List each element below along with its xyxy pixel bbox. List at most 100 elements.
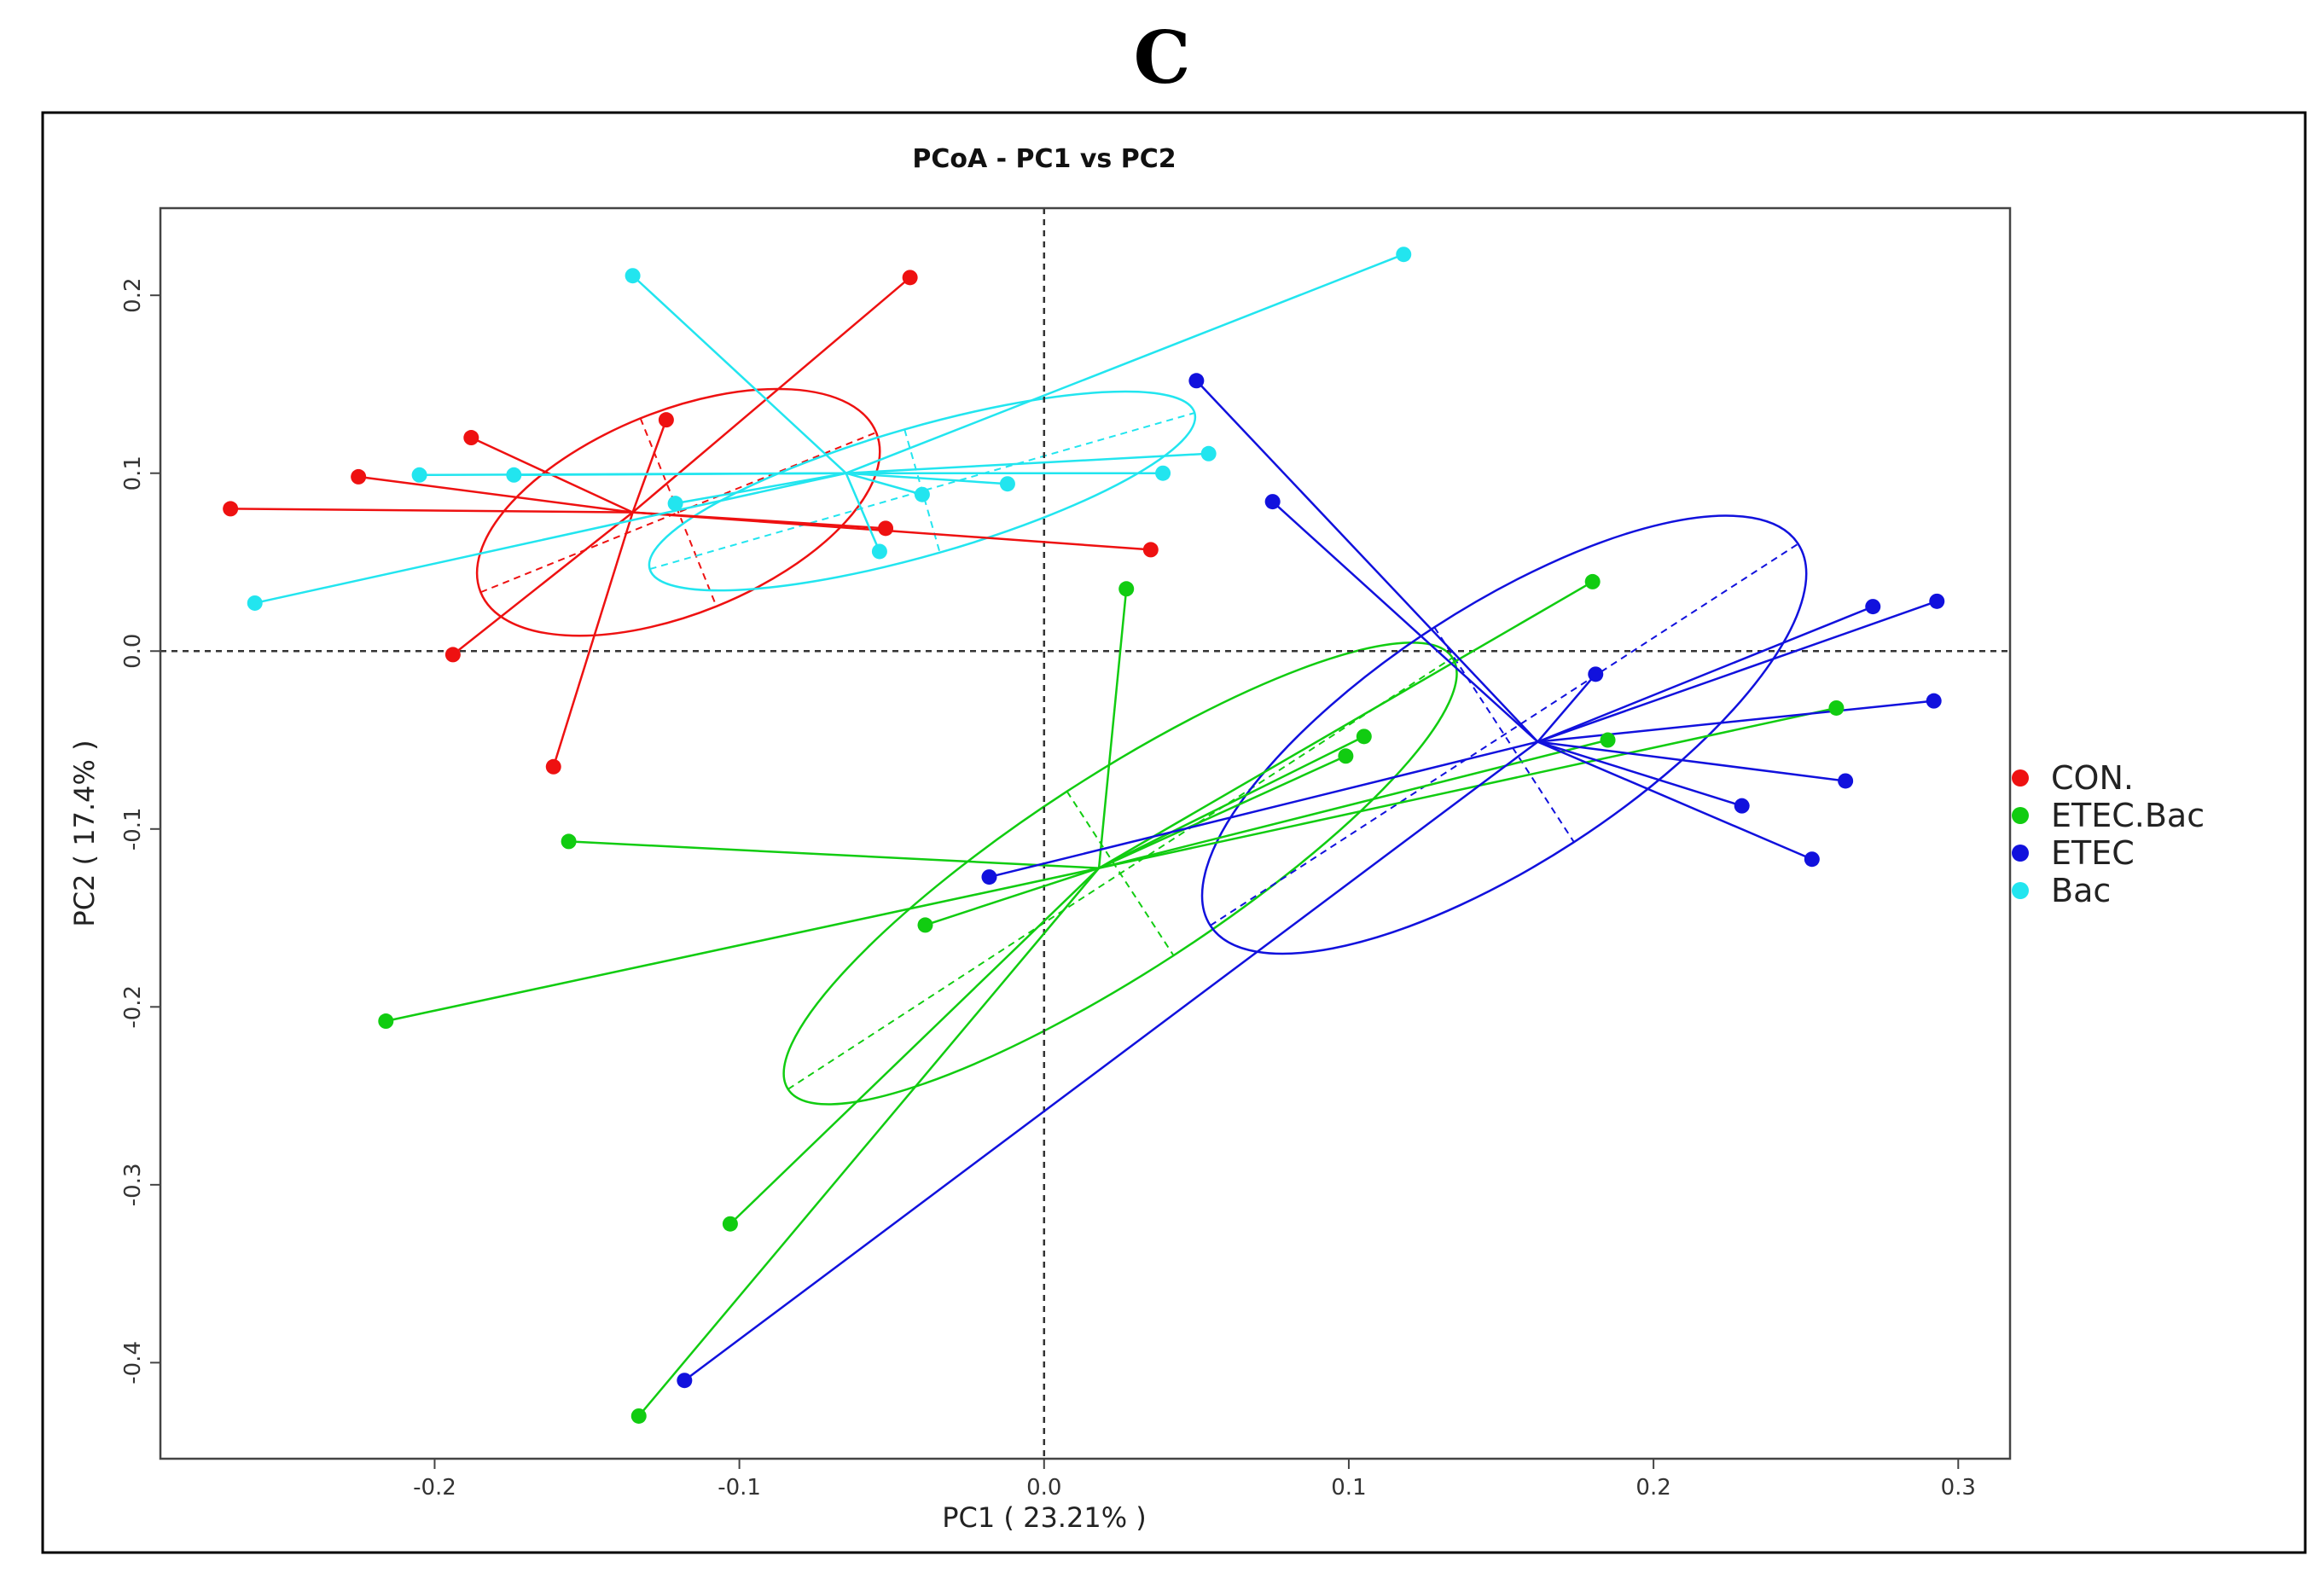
data-point-con: [223, 501, 239, 517]
data-point-etec: [1926, 693, 1942, 709]
x-tick-label: 0.3: [1941, 1475, 1976, 1501]
data-point-bac: [247, 595, 263, 611]
data-point-etec-bac: [1584, 573, 1601, 589]
points-layer: [223, 247, 1945, 1424]
data-point-bac: [1396, 247, 1412, 263]
data-point-bac: [667, 496, 683, 512]
data-point-bac: [411, 467, 427, 483]
y-tick-label: 0.1: [120, 456, 146, 491]
plot-area-frame: [159, 206, 2012, 1460]
data-point-bac: [1200, 445, 1217, 462]
spider-line-con: [357, 475, 633, 514]
spider-line-etec: [1537, 740, 1846, 782]
data-point-con: [545, 758, 561, 775]
spider-line-etec-bac: [1098, 735, 1365, 869]
x-tick-label: 0.2: [1636, 1475, 1670, 1501]
spider-line-bac: [845, 472, 923, 496]
spider-line-con: [452, 511, 634, 656]
ellipse-layer: [475, 387, 1808, 1106]
x-tick-label: -0.1: [718, 1475, 761, 1501]
spider-line-etec: [1537, 740, 1743, 807]
x-tick-label: 0.1: [1331, 1475, 1366, 1501]
y-axis-title: PC2 ( 17.4% ): [68, 740, 101, 926]
data-point-etec-bac: [561, 833, 577, 850]
data-point-con: [463, 430, 479, 446]
ellipse-minor-axis-con: [639, 418, 718, 607]
data-point-etec: [1929, 593, 1945, 609]
y-tick-label: -0.4: [120, 1341, 146, 1385]
data-point-bac: [506, 467, 522, 483]
data-point-etec-bac: [917, 917, 933, 933]
figure-frame: [41, 111, 2307, 1554]
x-axis: -0.2 -0.1 0.0 0.1 0.2 0.3: [413, 1459, 1976, 1501]
y-tick-label: -0.3: [120, 1163, 146, 1206]
panel-label: C: [1133, 15, 1191, 100]
data-point-etec: [1264, 494, 1281, 510]
spider-line-etec-bac: [729, 867, 1100, 1225]
legend-label-etec: ETEC: [2051, 834, 2135, 872]
spider-line-etec: [1537, 605, 1874, 743]
data-point-con: [351, 468, 367, 485]
spider-line-etec: [1195, 380, 1539, 743]
legend-label-con: CON.: [2051, 759, 2134, 797]
spider-line-etec: [1537, 740, 1813, 861]
data-point-etec-bac: [1356, 729, 1372, 745]
data-point-etec: [1188, 373, 1205, 389]
data-point-con: [444, 647, 461, 663]
data-point-bac: [1155, 465, 1171, 481]
data-point-etec-bac: [1600, 732, 1616, 748]
data-point-con: [902, 270, 918, 286]
data-point-etec-bac: [1828, 700, 1845, 716]
data-point-etec-bac: [722, 1216, 738, 1232]
spider-line-bac: [845, 472, 1008, 485]
spider-line-etec: [683, 740, 1539, 1382]
y-axis: -0.4 -0.3 -0.2 -0.1 0.0 0.1 0.2: [120, 278, 160, 1385]
x-tick-label: -0.2: [413, 1475, 456, 1501]
spider-line-etec-bac: [568, 840, 1100, 869]
data-point-etec: [1865, 599, 1881, 615]
spider-line-etec: [1537, 600, 1938, 743]
spider-line-etec-bac: [1098, 706, 1837, 869]
data-point-con: [658, 412, 674, 428]
data-point-bac: [999, 476, 1015, 492]
y-tick-label: 0.2: [120, 278, 146, 313]
data-point-etec: [981, 869, 997, 885]
legend-marker-bac: [2012, 882, 2029, 899]
spider-line-bac: [675, 472, 846, 505]
y-tick-label: -0.2: [120, 985, 146, 1029]
spider-line-etec: [989, 740, 1538, 879]
reference-lines: [160, 208, 2010, 1459]
spider-line-bac: [631, 275, 847, 474]
y-tick-label: -0.1: [120, 807, 146, 850]
spider-line-etec-bac: [1098, 755, 1346, 869]
spider-line-etec-bac: [925, 867, 1100, 926]
data-point-etec-bac: [630, 1408, 647, 1424]
data-point-bac: [625, 268, 641, 284]
x-tick-label: 0.0: [1026, 1475, 1061, 1501]
spider-line-bac: [845, 452, 1209, 474]
spider-line-con: [230, 508, 633, 514]
spider-line-bac: [845, 473, 881, 552]
data-point-bac: [871, 543, 887, 560]
data-point-etec-bac: [1118, 581, 1135, 597]
spider-line-con: [552, 512, 634, 768]
spider-line-etec: [1271, 501, 1539, 743]
spider-line-bac: [845, 253, 1404, 474]
spider-line-etec-bac: [1098, 739, 1608, 869]
data-point-etec-bac: [378, 1013, 394, 1030]
spider-line-etec-bac: [1098, 580, 1594, 869]
ellipse-major-axis-bac: [649, 412, 1195, 571]
spider-line-bac: [514, 472, 846, 477]
spider-lines: [230, 253, 1938, 1417]
legend-label-etec-bac: ETEC.Bac: [2051, 797, 2205, 834]
y-tick-label: 0.0: [120, 634, 146, 669]
data-point-etec: [677, 1373, 693, 1389]
legend-marker-etec-bac: [2012, 807, 2029, 824]
data-point-etec: [1838, 773, 1854, 789]
data-point-etec: [1804, 851, 1820, 868]
data-point-etec: [1588, 666, 1604, 682]
data-point-con: [1142, 542, 1159, 558]
legend-label-bac: Bac: [2051, 872, 2111, 909]
spider-line-etec-bac: [1097, 589, 1128, 868]
ellipse-minor-axis-etec-bac: [1066, 791, 1175, 956]
